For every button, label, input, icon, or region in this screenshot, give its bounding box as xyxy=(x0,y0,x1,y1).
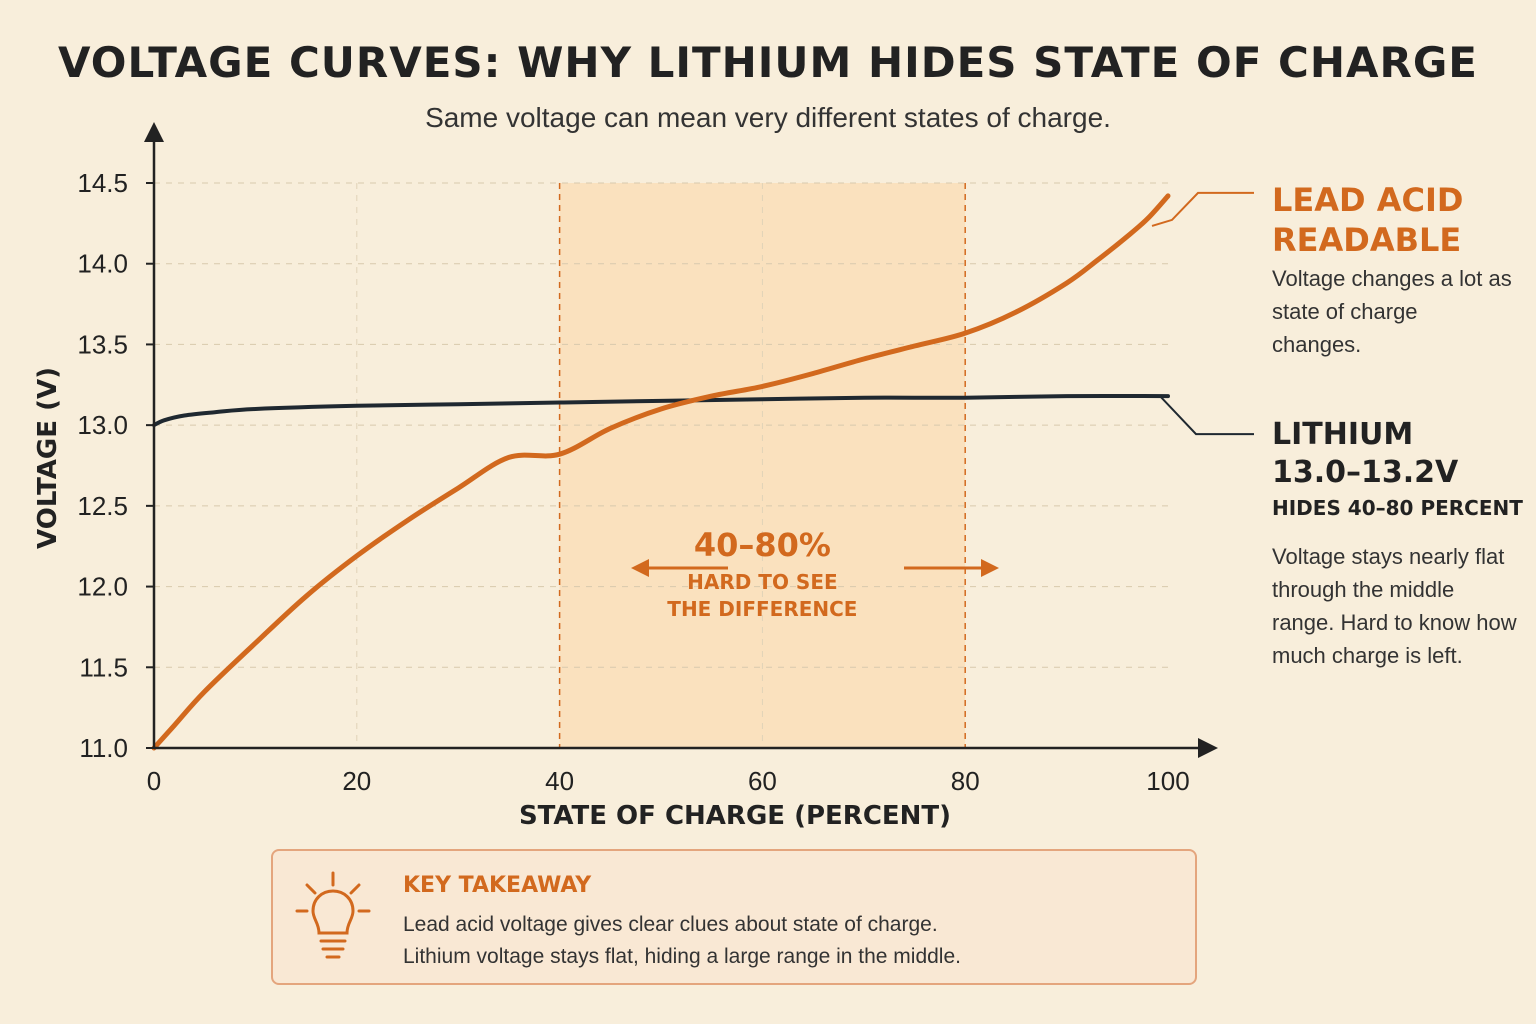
lead-acid-title-line1: LEAD ACID xyxy=(1272,181,1464,219)
chart-subtitle: Same voltage can mean very different sta… xyxy=(425,102,1111,133)
lithium-leader-line xyxy=(1156,395,1254,436)
y-tick-label: 14.5 xyxy=(77,168,128,198)
y-tick-label: 11.0 xyxy=(79,733,128,763)
lithium-series-line xyxy=(152,393,1170,428)
highlight-note-line-2: THE DIFFERENCE xyxy=(667,597,857,621)
key-takeaway-box: KEY TAKEAWAY Lead acid voltage gives cle… xyxy=(271,849,1197,985)
lead-acid-series-line xyxy=(151,193,1171,751)
y-tick-label: 14.0 xyxy=(77,249,128,279)
takeaway-heading: KEY TAKEAWAY xyxy=(403,873,592,898)
lightbulb-icon xyxy=(295,871,371,959)
lithium-title-line1: LITHIUM xyxy=(1272,417,1414,452)
x-tick-label: 100 xyxy=(1146,766,1189,796)
y-tick-label: 12.5 xyxy=(77,491,128,521)
lead-acid-title-line2: READABLE xyxy=(1272,221,1462,259)
lithium-annotation-title: LITHIUM 13.0–13.2V xyxy=(1272,416,1512,492)
lead-acid-annotation-title: LEAD ACID READABLE xyxy=(1272,180,1512,260)
y-tick-label: 12.0 xyxy=(77,572,128,602)
highlight-range-label: 40–80% xyxy=(694,526,831,564)
lead-acid-leader-line xyxy=(1151,191,1254,227)
x-tick-label: 40 xyxy=(545,766,574,796)
x-tick-label: 0 xyxy=(147,766,161,796)
y-tick-label: 13.0 xyxy=(77,410,128,440)
highlight-note-line-1: HARD TO SEE xyxy=(687,570,838,594)
x-tick-label: 60 xyxy=(748,766,777,796)
y-axis-title: VOLTAGE (V) xyxy=(33,367,63,549)
lithium-annotation-subtitle: HIDES 40–80 PERCENT xyxy=(1272,496,1523,520)
y-tick-label: 13.5 xyxy=(77,329,128,359)
x-tick-label: 20 xyxy=(342,766,371,796)
x-axis-title: STATE OF CHARGE (PERCENT) xyxy=(519,801,951,831)
chart-title: VOLTAGE CURVES: WHY LITHIUM HIDES STATE … xyxy=(58,38,1478,87)
takeaway-line-1: Lead acid voltage gives clear clues abou… xyxy=(403,913,938,936)
y-tick-label: 11.5 xyxy=(79,652,128,682)
lithium-title-line2: 13.0–13.2V xyxy=(1272,455,1459,490)
takeaway-line-2: Lithium voltage stays flat, hiding a lar… xyxy=(403,945,961,968)
lead-acid-annotation-text: Voltage changes a lot as state of charge… xyxy=(1272,266,1512,357)
x-tick-label: 80 xyxy=(951,766,980,796)
lithium-annotation-text: Voltage stays nearly flat through the mi… xyxy=(1272,544,1517,668)
